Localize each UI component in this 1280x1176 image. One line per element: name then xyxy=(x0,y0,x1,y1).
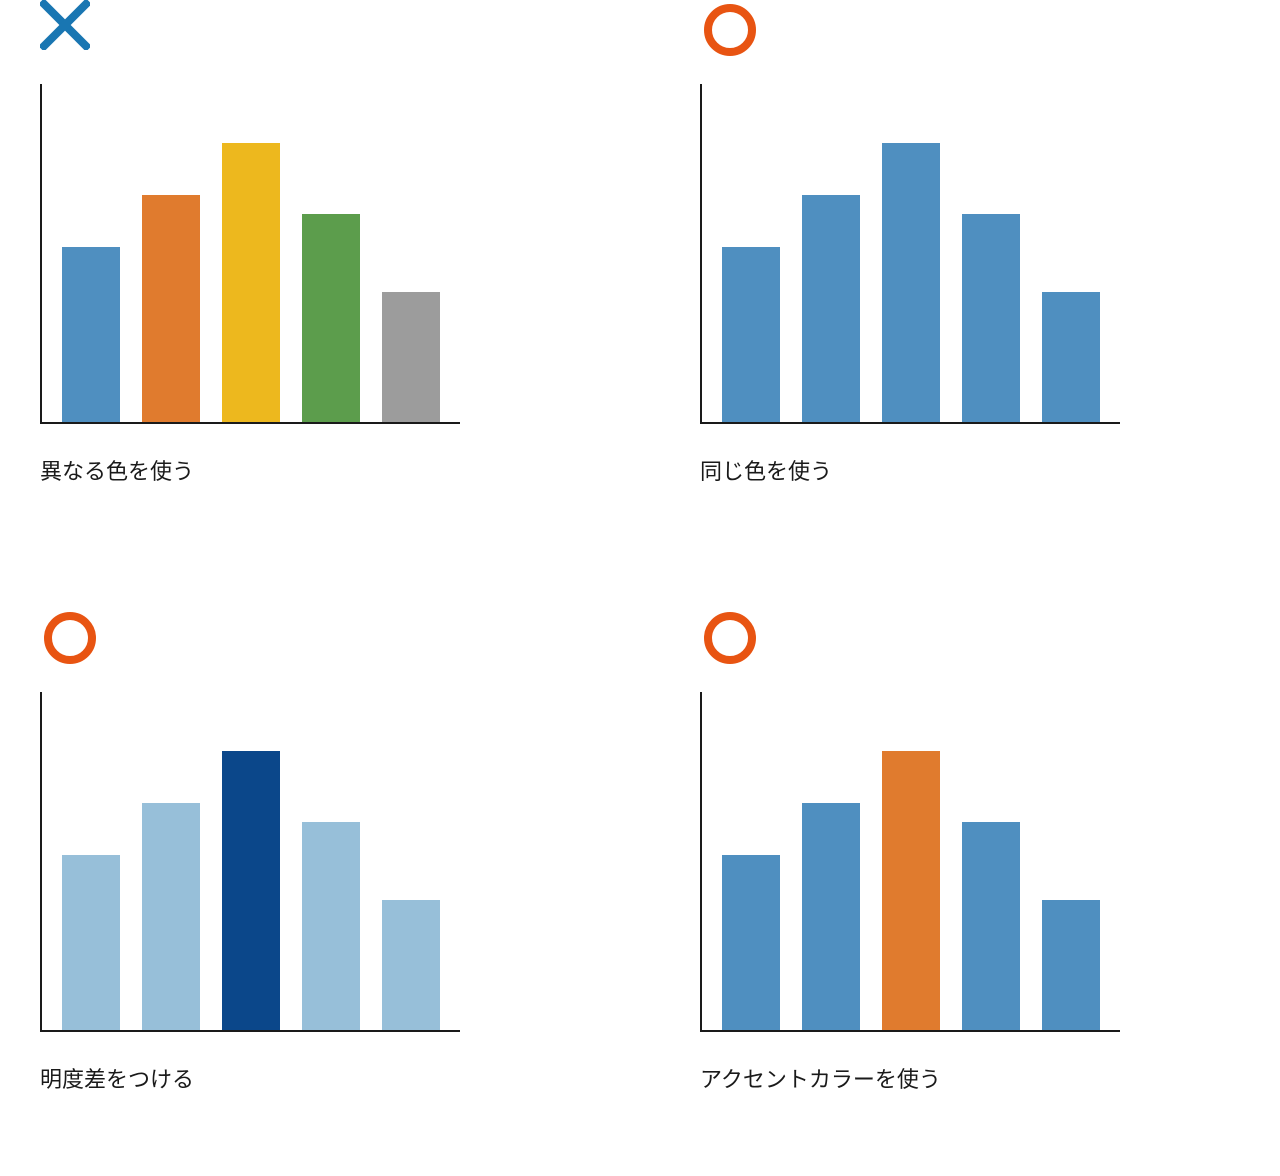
x-axis xyxy=(40,1030,460,1032)
cross-icon xyxy=(40,0,90,50)
bar-chart xyxy=(700,692,1120,1032)
bar xyxy=(1042,900,1100,1030)
bar xyxy=(882,751,940,1031)
bars-container xyxy=(42,84,460,422)
bar xyxy=(222,143,280,423)
chart-caption: 明度差をつける xyxy=(40,1062,580,1094)
bar xyxy=(302,214,360,422)
bars-container xyxy=(702,84,1120,422)
bar-chart xyxy=(40,84,460,424)
bar xyxy=(962,214,1020,422)
chart-caption: 同じ色を使う xyxy=(700,454,1240,486)
bar xyxy=(142,195,200,423)
bar xyxy=(882,143,940,423)
panel-same-color: 同じ色を使う xyxy=(700,0,1240,568)
bar xyxy=(62,855,120,1031)
marker xyxy=(40,0,580,54)
marker xyxy=(40,608,580,662)
bar-chart xyxy=(700,84,1120,424)
bar xyxy=(222,751,280,1031)
bar xyxy=(722,247,780,423)
bars-container xyxy=(702,692,1120,1030)
panel-brightness-diff: 明度差をつける xyxy=(40,608,580,1176)
bar xyxy=(302,822,360,1030)
circle-icon xyxy=(40,608,100,668)
bar xyxy=(1042,292,1100,422)
bar xyxy=(962,822,1020,1030)
chart-caption: アクセントカラーを使う xyxy=(700,1062,1240,1094)
chart-caption: 異なる色を使う xyxy=(40,454,580,486)
bar xyxy=(382,900,440,1030)
x-axis xyxy=(700,1030,1120,1032)
bar xyxy=(802,195,860,423)
bar xyxy=(802,803,860,1031)
circle-icon xyxy=(700,0,760,60)
circle-icon xyxy=(700,608,760,668)
bar xyxy=(62,247,120,423)
panel-different-colors: 異なる色を使う xyxy=(40,0,580,568)
x-axis xyxy=(700,422,1120,424)
marker xyxy=(700,608,1240,662)
bar xyxy=(382,292,440,422)
bar xyxy=(722,855,780,1031)
bar xyxy=(142,803,200,1031)
bars-container xyxy=(42,692,460,1030)
panel-accent-color: アクセントカラーを使う xyxy=(700,608,1240,1176)
bar-chart xyxy=(40,692,460,1032)
x-axis xyxy=(40,422,460,424)
marker xyxy=(700,0,1240,54)
